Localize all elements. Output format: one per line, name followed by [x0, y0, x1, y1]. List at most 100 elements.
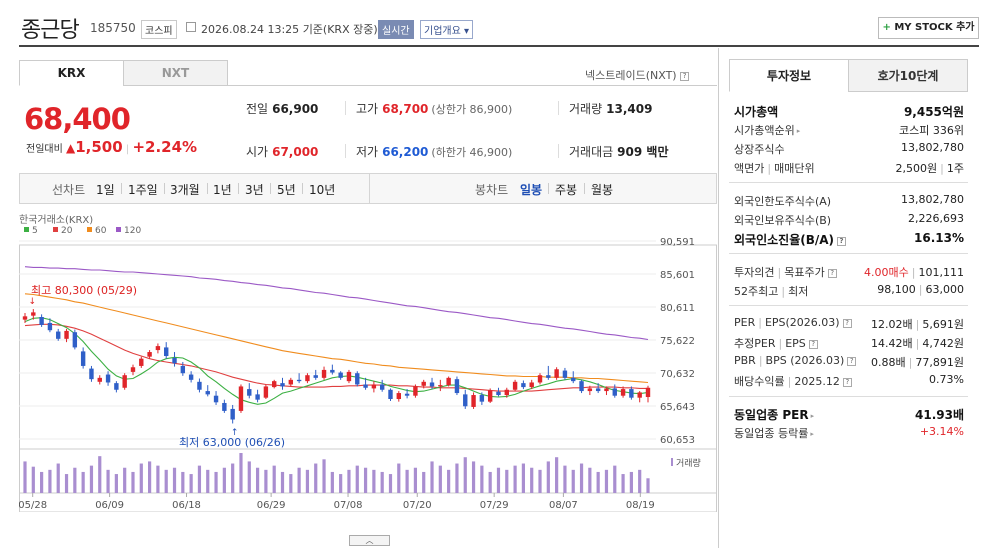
volume-bar	[131, 471, 135, 493]
nextrade-link[interactable]: 넥스트레이드(NXT) ?	[585, 67, 690, 83]
candle-body	[496, 391, 501, 396]
x-tick-label: 06/09	[95, 500, 124, 511]
company-info-dropdown[interactable]: 기업개요 ▾	[420, 20, 474, 39]
x-tick-label: 07/20	[403, 500, 432, 511]
volume-bar	[496, 467, 501, 493]
volume-bar	[272, 465, 276, 493]
volume-bar	[106, 469, 110, 493]
tab-krx[interactable]: KRX	[19, 60, 124, 86]
candle-body	[31, 312, 36, 316]
period-1w[interactable]: 1주일	[128, 183, 158, 197]
separator	[270, 183, 271, 194]
invest-row: 동일업종 등락률 ▸ +3.14%	[734, 425, 964, 444]
candle-body	[272, 381, 277, 388]
invest-row-label[interactable]: 동일업종 PER ▸	[734, 406, 814, 423]
period-1d[interactable]: 1일	[96, 183, 115, 197]
candle-body	[537, 375, 543, 383]
info-text: 동일업종 등락률	[734, 427, 809, 440]
period-5y[interactable]: 5년	[277, 183, 296, 197]
candle-body	[454, 379, 460, 394]
help-icon[interactable]: ?	[847, 357, 857, 366]
volume-bar	[563, 465, 567, 493]
separator: |	[781, 285, 786, 298]
invest-row-label: 상장주식수	[734, 141, 785, 157]
y-tick-label: 75,622	[660, 336, 695, 347]
candle-body	[413, 386, 418, 396]
calendar-icon	[186, 22, 196, 32]
change-label: 전일대비	[26, 144, 63, 155]
candle-body	[471, 395, 476, 407]
separator: |	[777, 266, 782, 279]
candlestick-chart[interactable]: 한국거래소(KRX)5 20 60 120 90,591 85,601 80,611 75,6…	[19, 212, 717, 512]
invest-row: 동일업종 PER ▸ 41.93배	[734, 406, 964, 425]
tab-order-book[interactable]: 호가10단계	[848, 59, 968, 92]
separator: |	[911, 266, 916, 279]
volume-bar	[181, 471, 185, 493]
period-1y[interactable]: 1년	[213, 183, 232, 197]
help-icon[interactable]: ?	[827, 269, 837, 278]
volume-bar	[546, 461, 550, 493]
x-tick-label: 06/29	[257, 500, 286, 511]
candle-body	[122, 375, 127, 388]
tab-invest-info[interactable]: 투자정보	[729, 59, 849, 92]
candle-body	[463, 394, 468, 407]
invest-row-value: 0.88배 | 77,891원	[871, 354, 964, 370]
period-10y[interactable]: 10년	[309, 183, 336, 197]
legend-swatch	[116, 227, 121, 232]
help-icon[interactable]: ?	[837, 237, 847, 246]
separator: |	[767, 162, 772, 175]
section-divider	[729, 396, 968, 397]
invest-row: PER | EPS(2026.03)? 12.02배 | 5,691원	[734, 316, 964, 335]
y-tick-label: 60,653	[660, 435, 695, 446]
invest-row-label[interactable]: 동일업종 등락률 ▸	[734, 425, 814, 441]
candle-body	[47, 322, 53, 331]
period-daily[interactable]: 일봉	[520, 183, 543, 197]
help-icon[interactable]: ?	[680, 72, 690, 81]
invest-row: 추정PER | EPS? 14.42배 | 4,742원	[734, 335, 964, 354]
candle-body	[371, 384, 377, 389]
x-tick-label: 08/07	[549, 500, 578, 511]
help-icon[interactable]: ?	[842, 319, 852, 328]
help-icon[interactable]: ?	[842, 378, 852, 387]
invest-row-label[interactable]: 시가총액순위 ▸	[734, 122, 800, 138]
period-3y[interactable]: 3년	[245, 183, 264, 197]
volume-bar	[521, 463, 525, 493]
separator	[238, 183, 239, 194]
chevron-up-icon: ︿	[365, 536, 374, 545]
market-badge: 코스피	[141, 20, 177, 39]
candle-body	[296, 379, 302, 382]
up-triangle-icon: ▲	[66, 141, 76, 155]
realtime-badge[interactable]: 실시간	[378, 20, 414, 39]
ma20-line	[24, 323, 648, 392]
volume-bar	[48, 469, 52, 493]
separator: |	[758, 354, 763, 367]
volume-bar	[255, 467, 260, 493]
x-tick-label: 08/19	[626, 500, 655, 511]
x-tick-label: 06/18	[172, 500, 201, 511]
invest-row-value: 12.02배 | 5,691원	[871, 316, 964, 332]
invest-row: 외국인소진율(B/A)? 16.13%	[734, 231, 964, 250]
help-icon[interactable]: ?	[808, 340, 818, 349]
period-3m[interactable]: 3개월	[170, 183, 200, 197]
info-text: 98,100	[877, 283, 916, 296]
candle-body	[139, 358, 144, 366]
period-weekly[interactable]: 주봉	[555, 183, 578, 197]
candle-body	[355, 373, 360, 385]
low-price: 저가 66,200 (하한가 46,900)	[356, 143, 512, 160]
collapse-chart-button[interactable]: ︿	[349, 535, 390, 546]
candle-body	[238, 386, 244, 411]
candle-body	[39, 316, 44, 325]
legend-entry: 20	[61, 226, 73, 236]
volume-bar	[40, 471, 44, 493]
period-monthly[interactable]: 월봉	[591, 183, 614, 197]
separator	[558, 101, 559, 115]
ma5-line	[24, 317, 649, 405]
volume-bar	[355, 465, 359, 493]
add-mystock-button[interactable]: + MY STOCK 추가	[878, 17, 979, 39]
invest-row: 52주최고 | 최저 98,100 | 63,000	[734, 283, 964, 302]
candle-body	[213, 395, 219, 403]
candle-body	[363, 384, 368, 388]
invest-row-value: +3.14%	[920, 425, 964, 438]
volume-label: 거래량	[569, 102, 603, 116]
tab-nxt[interactable]: NXT	[123, 60, 228, 86]
